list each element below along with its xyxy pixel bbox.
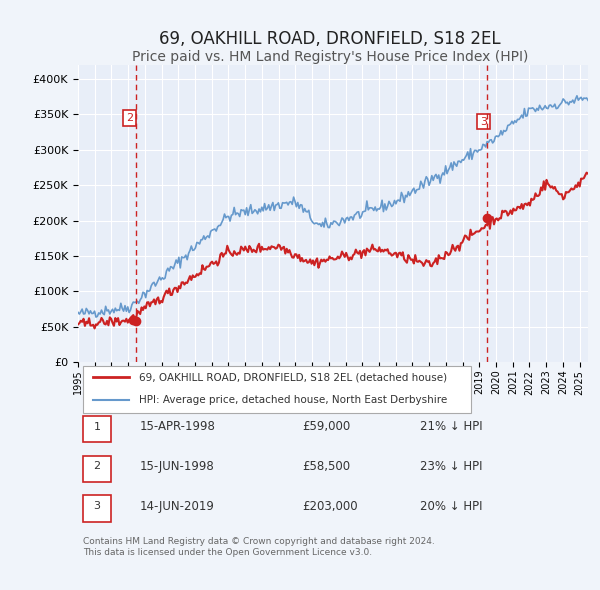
Text: 69, OAKHILL ROAD, DRONFIELD, S18 2EL: 69, OAKHILL ROAD, DRONFIELD, S18 2EL (159, 30, 501, 48)
Text: 69, OAKHILL ROAD, DRONFIELD, S18 2EL (detached house): 69, OAKHILL ROAD, DRONFIELD, S18 2EL (de… (139, 372, 448, 382)
Text: Price paid vs. HM Land Registry's House Price Index (HPI): Price paid vs. HM Land Registry's House … (132, 50, 528, 64)
Text: 23% ↓ HPI: 23% ↓ HPI (420, 460, 482, 473)
FancyBboxPatch shape (83, 496, 111, 522)
Text: 2: 2 (94, 461, 100, 471)
Text: HPI: Average price, detached house, North East Derbyshire: HPI: Average price, detached house, Nort… (139, 395, 448, 405)
FancyBboxPatch shape (83, 416, 111, 442)
FancyBboxPatch shape (83, 366, 471, 414)
Text: 14-JUN-2019: 14-JUN-2019 (139, 500, 214, 513)
Text: £59,000: £59,000 (302, 420, 350, 433)
Text: 3: 3 (94, 501, 100, 511)
Text: £58,500: £58,500 (302, 460, 350, 473)
Text: Contains HM Land Registry data © Crown copyright and database right 2024.
This d: Contains HM Land Registry data © Crown c… (83, 537, 435, 556)
Text: 21% ↓ HPI: 21% ↓ HPI (420, 420, 482, 433)
Text: £203,000: £203,000 (302, 500, 358, 513)
Text: 3: 3 (480, 116, 487, 126)
Text: 15-JUN-1998: 15-JUN-1998 (139, 460, 214, 473)
Text: 20% ↓ HPI: 20% ↓ HPI (420, 500, 482, 513)
Text: 15-APR-1998: 15-APR-1998 (139, 420, 215, 433)
FancyBboxPatch shape (83, 455, 111, 482)
Text: 1: 1 (94, 422, 100, 432)
Text: 2: 2 (126, 113, 133, 123)
